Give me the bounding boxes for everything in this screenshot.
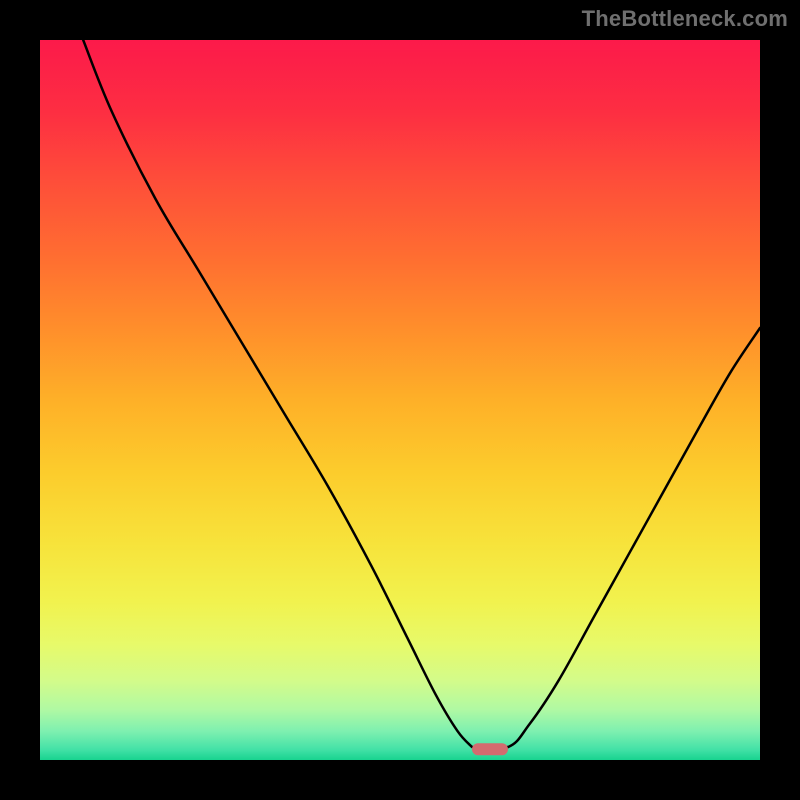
watermark-text: TheBottleneck.com	[582, 6, 788, 32]
curve-layer	[40, 40, 760, 760]
chart-stage: TheBottleneck.com	[0, 0, 800, 800]
bottleneck-curve	[83, 40, 760, 749]
plot-area	[40, 40, 760, 760]
optimal-marker	[472, 743, 508, 755]
